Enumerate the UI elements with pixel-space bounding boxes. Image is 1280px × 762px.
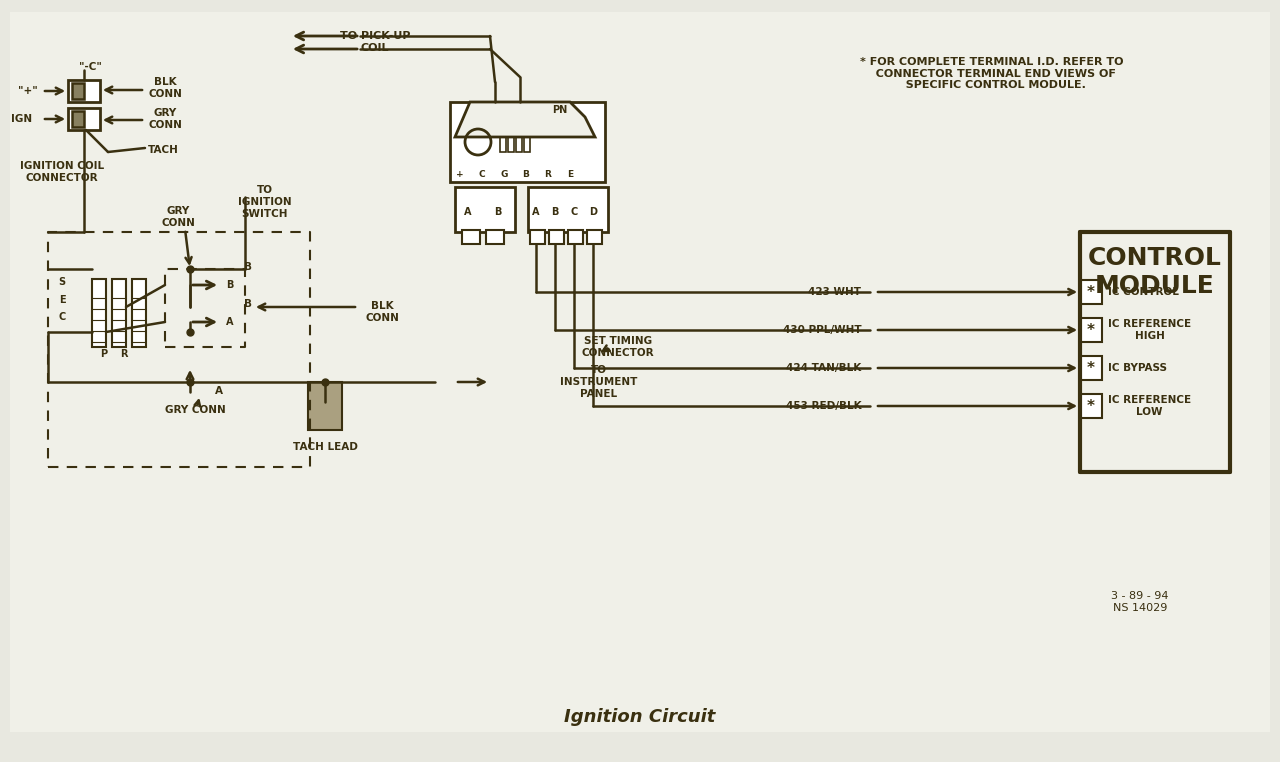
Bar <box>500 134 506 152</box>
Bar <box>68 108 100 130</box>
Bar <box>588 230 602 244</box>
Text: 423 WHT: 423 WHT <box>809 287 865 297</box>
Bar <box>132 279 146 347</box>
Bar <box>508 134 515 152</box>
Bar <box>72 111 84 127</box>
Text: BLK
CONN: BLK CONN <box>365 301 399 323</box>
Text: 3 - 89 - 94
NS 14029: 3 - 89 - 94 NS 14029 <box>1111 591 1169 613</box>
Text: *: * <box>1087 360 1094 376</box>
Text: A: A <box>532 207 540 217</box>
Text: +: + <box>456 169 463 178</box>
Text: IC CONTROL: IC CONTROL <box>1108 287 1179 297</box>
Bar <box>1080 318 1102 342</box>
Bar <box>308 382 342 430</box>
Bar <box>530 230 545 244</box>
Text: 430 PPL/WHT: 430 PPL/WHT <box>783 325 865 335</box>
Bar <box>549 230 564 244</box>
Bar <box>527 187 608 232</box>
Bar <box>1080 356 1102 380</box>
Bar <box>1080 280 1102 304</box>
Text: IGNITION COIL
CONNECTOR: IGNITION COIL CONNECTOR <box>20 162 104 183</box>
Text: B: B <box>244 262 252 272</box>
Text: IC REFERENCE
HIGH: IC REFERENCE HIGH <box>1108 319 1192 341</box>
Text: * FOR COMPLETE TERMINAL I.D. REFER TO
  CONNECTOR TERMINAL END VIEWS OF
  SPECIF: * FOR COMPLETE TERMINAL I.D. REFER TO CO… <box>860 57 1124 90</box>
Text: TACH: TACH <box>148 145 179 155</box>
Bar <box>462 230 480 244</box>
Text: B: B <box>522 169 530 178</box>
Text: B: B <box>227 280 234 290</box>
Bar <box>486 230 504 244</box>
Text: "+": "+" <box>18 86 38 96</box>
Bar <box>451 102 605 182</box>
Text: GRY CONN: GRY CONN <box>165 405 225 415</box>
Text: C: C <box>479 169 485 178</box>
Text: G: G <box>500 169 508 178</box>
Text: A: A <box>465 207 472 217</box>
Text: *: * <box>1087 399 1094 414</box>
Text: B: B <box>552 207 558 217</box>
Bar <box>92 279 106 347</box>
Bar <box>113 279 125 347</box>
Text: B: B <box>494 207 502 217</box>
Text: SET TIMING
CONNECTOR: SET TIMING CONNECTOR <box>581 336 654 358</box>
Text: Ignition Circuit: Ignition Circuit <box>564 708 716 726</box>
Text: A: A <box>215 386 223 396</box>
Text: CONTROL
MODULE: CONTROL MODULE <box>1088 246 1222 298</box>
Text: C: C <box>59 312 65 322</box>
Text: A: A <box>227 317 234 327</box>
Text: IC REFERENCE
LOW: IC REFERENCE LOW <box>1108 395 1192 417</box>
Text: TACH LEAD: TACH LEAD <box>293 442 357 452</box>
Bar <box>1080 394 1102 418</box>
Text: IGN: IGN <box>12 114 32 124</box>
Text: D: D <box>589 207 596 217</box>
Text: TO PICK-UP
COIL: TO PICK-UP COIL <box>339 31 411 53</box>
Text: R: R <box>120 349 128 359</box>
Text: 424 TAN/BLK: 424 TAN/BLK <box>786 363 865 373</box>
Text: TO
INSTRUMENT
PANEL: TO INSTRUMENT PANEL <box>559 366 637 399</box>
Bar <box>524 134 530 152</box>
Text: BLK
CONN: BLK CONN <box>148 77 182 99</box>
Text: GRY
CONN: GRY CONN <box>148 108 182 130</box>
Text: P: P <box>100 349 108 359</box>
Text: E: E <box>59 295 65 305</box>
Bar <box>516 134 522 152</box>
Text: PN: PN <box>553 105 567 115</box>
Text: B: B <box>244 299 252 309</box>
Text: S: S <box>59 277 65 287</box>
Bar <box>72 83 84 99</box>
Text: *: * <box>1087 322 1094 338</box>
Text: R: R <box>544 169 552 178</box>
Text: GRY
CONN: GRY CONN <box>161 207 195 228</box>
Text: "-C": "-C" <box>78 62 101 72</box>
Bar <box>454 187 515 232</box>
Text: TO
IGNITION
SWITCH: TO IGNITION SWITCH <box>238 185 292 219</box>
Text: IC BYPASS: IC BYPASS <box>1108 363 1167 373</box>
Text: C: C <box>571 207 577 217</box>
Polygon shape <box>454 102 595 137</box>
Bar <box>568 230 582 244</box>
Bar <box>68 80 100 102</box>
Text: E: E <box>567 169 573 178</box>
Text: 453 RED/BLK: 453 RED/BLK <box>786 401 865 411</box>
Text: *: * <box>1087 284 1094 299</box>
